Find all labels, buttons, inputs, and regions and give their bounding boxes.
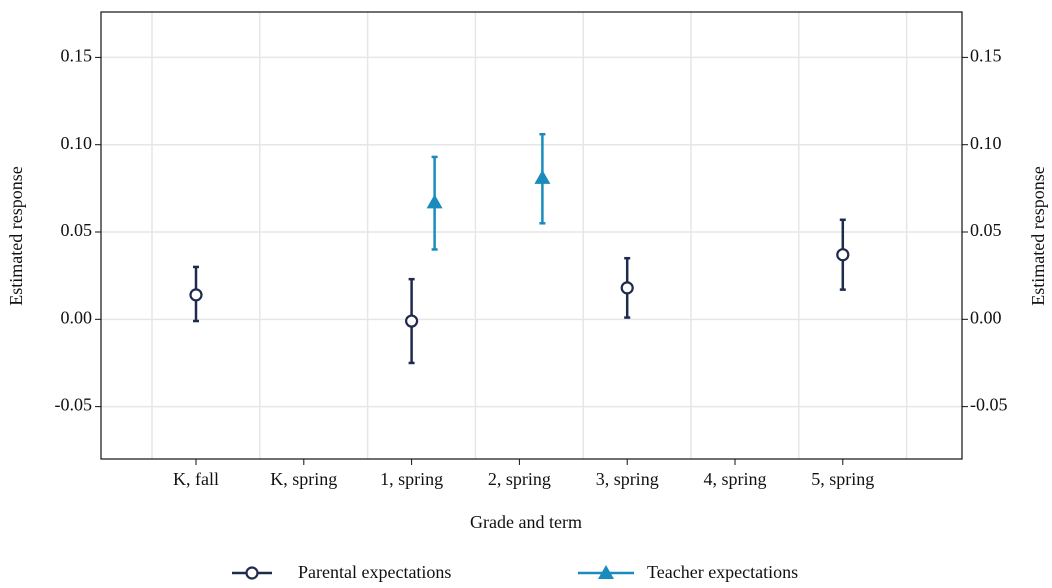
y2-tick-label: 0.05 (970, 220, 1002, 240)
x-tick-label: 2, spring (488, 469, 551, 489)
y-tick-label: 0.05 (61, 220, 93, 240)
point (405, 314, 419, 328)
legend-label: Teacher expectations (647, 562, 798, 582)
y2-axis-title: Estimated response (1028, 166, 1048, 305)
legend-marker (245, 566, 259, 580)
x-tick-label: 5, spring (811, 469, 874, 489)
x-tick-label: K, spring (270, 469, 337, 489)
point (836, 248, 850, 262)
point (534, 169, 551, 184)
y2-tick-label: 0.00 (970, 307, 1002, 327)
y-tick-label: -0.05 (55, 395, 93, 415)
legend-label: Parental expectations (298, 562, 451, 582)
x-axis-title: Grade and term (470, 512, 582, 532)
y2-tick-label: -0.05 (970, 395, 1008, 415)
y2-tick-label: 0.15 (970, 46, 1002, 66)
x-tick-label: 3, spring (596, 469, 659, 489)
y-tick-label: 0.15 (61, 46, 93, 66)
legend-marker (598, 565, 614, 579)
y2-tick-label: 0.10 (970, 133, 1002, 153)
y-tick-label: 0.00 (61, 307, 93, 327)
x-tick-label: K, fall (173, 469, 219, 489)
y-axis-title: Estimated response (6, 166, 26, 305)
x-tick-label: 1, spring (380, 469, 443, 489)
y-tick-label: 0.10 (61, 133, 93, 153)
point (189, 288, 203, 302)
plot-frame (100, 11, 963, 460)
x-tick-label: 4, spring (704, 469, 767, 489)
point (620, 281, 634, 295)
point (426, 194, 443, 209)
